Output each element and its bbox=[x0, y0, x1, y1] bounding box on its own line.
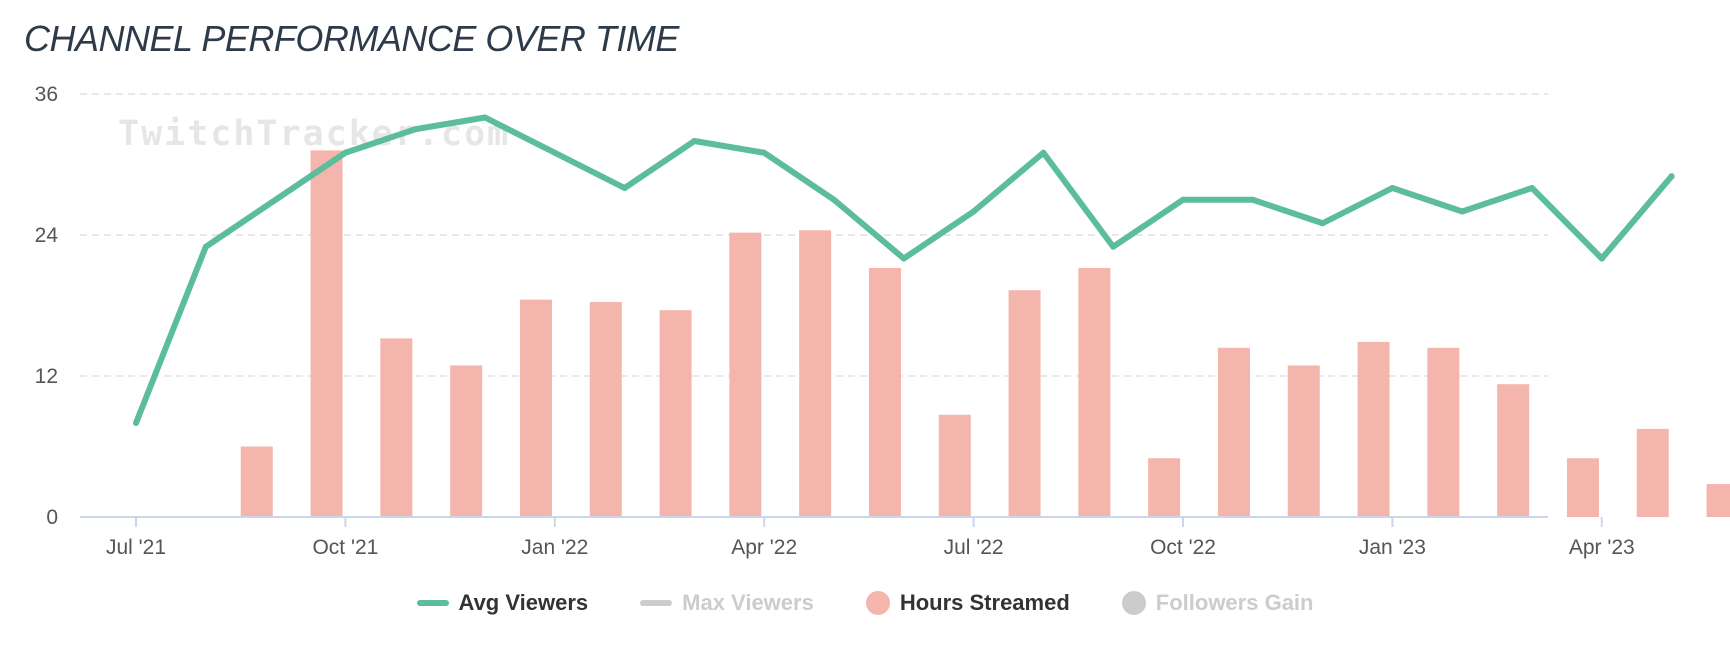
x-tick-label: Jan '23 bbox=[1359, 536, 1426, 559]
hours-streamed-bar[interactable] bbox=[1566, 458, 1599, 517]
hours-streamed-bar[interactable] bbox=[450, 365, 483, 517]
hours-streamed-bar[interactable] bbox=[519, 299, 552, 517]
y-tick-label: 36 bbox=[35, 83, 58, 106]
avg-viewers-point[interactable] bbox=[1319, 220, 1326, 227]
avg-viewers-point[interactable] bbox=[1598, 255, 1605, 262]
legend-item-followers-gain[interactable]: Followers Gain bbox=[1121, 590, 1314, 616]
avg-viewers-point[interactable] bbox=[482, 114, 488, 121]
hours-streamed-bar[interactable] bbox=[659, 310, 692, 517]
avg-viewers-point[interactable] bbox=[1180, 196, 1186, 203]
x-tick-label: Jan '22 bbox=[521, 536, 588, 559]
chart-svg: TwitchTracker.com 0 12 24 36 Jul '21 Oct '21 J… bbox=[35, 83, 1730, 559]
y-tick-label: 0 bbox=[46, 506, 58, 529]
hours-streamed-bar[interactable] bbox=[380, 338, 413, 517]
hours-streamed-bar[interactable] bbox=[1008, 290, 1041, 517]
avg-viewers-point[interactable] bbox=[1389, 185, 1396, 191]
x-tick-label: Jul '21 bbox=[106, 536, 166, 559]
avg-viewers-point[interactable] bbox=[621, 185, 628, 191]
hours-streamed-bar[interactable] bbox=[938, 414, 971, 517]
avg-viewers-point[interactable] bbox=[412, 126, 419, 133]
legend-symbol-followers-gain bbox=[1121, 591, 1146, 615]
x-tick-label: Apr '23 bbox=[1569, 536, 1635, 559]
legend-item-max-viewers[interactable]: Max Viewers bbox=[640, 590, 814, 616]
legend-item-avg-viewers[interactable]: Avg Viewers bbox=[416, 590, 589, 616]
hours-streamed-bar[interactable] bbox=[310, 150, 343, 517]
hours-streamed-bar[interactable] bbox=[1497, 384, 1530, 517]
avg-viewers-point[interactable] bbox=[1249, 196, 1256, 203]
y-tick-label: 24 bbox=[35, 224, 59, 247]
legend-symbol-hours-streamed bbox=[865, 591, 890, 615]
hours-streamed-bar[interactable] bbox=[589, 301, 622, 517]
chart-title: CHANNEL PERFORMANCE OVER TIME bbox=[24, 18, 679, 59]
legend-label-followers-gain: Followers Gain bbox=[1155, 590, 1314, 615]
hours-streamed-bar[interactable] bbox=[799, 230, 832, 518]
avg-viewers-point[interactable] bbox=[970, 208, 977, 215]
hours-streamed-bar[interactable] bbox=[729, 232, 762, 517]
y-tick-label: 12 bbox=[35, 365, 58, 388]
legend-label-max-viewers: Max Viewers bbox=[682, 590, 814, 615]
avg-viewers-point[interactable] bbox=[831, 196, 837, 203]
watermark-text: TwitchTracker.com bbox=[118, 114, 510, 154]
x-tick-label: Oct '22 bbox=[1150, 536, 1216, 559]
hours-streamed-bar[interactable] bbox=[1636, 428, 1669, 517]
avg-viewers-point[interactable] bbox=[900, 255, 907, 262]
x-tick-label: Apr '22 bbox=[731, 536, 797, 559]
hours-streamed-bar[interactable] bbox=[1217, 347, 1250, 517]
avg-viewers-point[interactable] bbox=[342, 149, 349, 156]
avg-viewers-point[interactable] bbox=[691, 138, 698, 144]
hours-streamed-bar[interactable] bbox=[1706, 484, 1730, 517]
hours-streamed-bar[interactable] bbox=[1148, 458, 1181, 517]
avg-viewers-point[interactable] bbox=[1668, 173, 1675, 180]
legend-symbol-avg-viewers bbox=[416, 600, 449, 606]
avg-viewers-point[interactable] bbox=[133, 420, 139, 426]
legend-item-hours-streamed[interactable]: Hours Streamed bbox=[865, 590, 1070, 616]
hours-streamed-bar[interactable] bbox=[240, 446, 273, 518]
avg-viewers-point[interactable] bbox=[1459, 208, 1466, 215]
hours-streamed-bar[interactable] bbox=[1427, 347, 1460, 517]
hours-streamed-bar[interactable] bbox=[1357, 341, 1390, 517]
avg-viewers-point[interactable] bbox=[1529, 185, 1535, 191]
avg-viewers-point[interactable] bbox=[1110, 243, 1117, 250]
legend-label-hours-streamed: Hours Streamed bbox=[899, 590, 1070, 615]
avg-viewers-point[interactable] bbox=[272, 196, 279, 203]
x-tick-label: Jul '22 bbox=[944, 536, 1004, 559]
chart-legend: Avg Viewers Max Viewers Hours Streamed F… bbox=[0, 590, 1730, 616]
legend-symbol-max-viewers bbox=[640, 600, 673, 606]
avg-viewers-point[interactable] bbox=[1040, 149, 1047, 156]
hours-streamed-bar[interactable] bbox=[868, 267, 901, 517]
hours-streamed-bar[interactable] bbox=[1078, 267, 1111, 517]
hours-streamed-bar[interactable] bbox=[1287, 365, 1320, 517]
legend-label-avg-viewers: Avg Viewers bbox=[458, 590, 589, 615]
x-tick-label: Oct '21 bbox=[312, 536, 378, 559]
avg-viewers-point[interactable] bbox=[551, 149, 558, 156]
avg-viewers-point[interactable] bbox=[202, 243, 209, 250]
avg-viewers-point[interactable] bbox=[761, 149, 768, 156]
